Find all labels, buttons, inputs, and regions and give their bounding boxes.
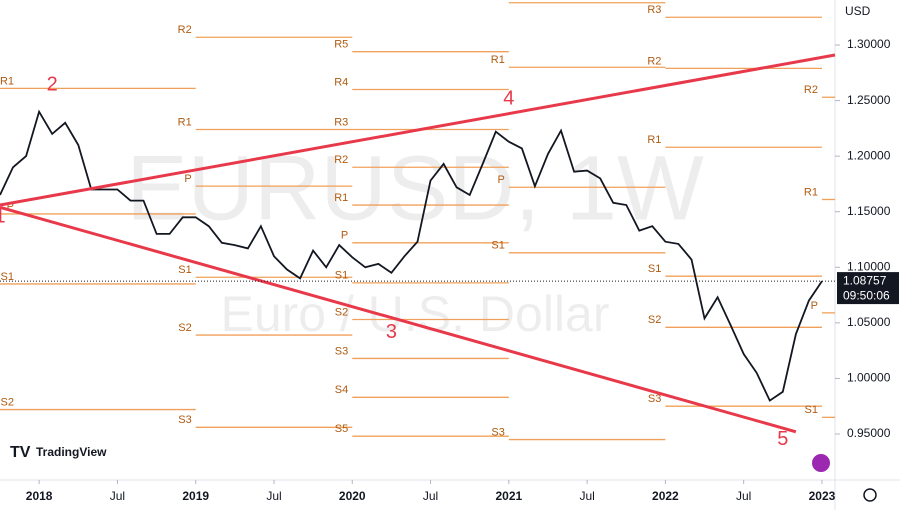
pivot-label: P [7, 201, 14, 213]
watermark-description: Euro / U.S. Dollar [220, 286, 609, 342]
settings-icon[interactable] [863, 488, 877, 502]
y-tick-label: 1.00000 [847, 371, 891, 385]
wave-label: 2 [47, 73, 58, 95]
brand-box [5, 437, 105, 469]
pivot-label: S2 [1, 396, 14, 408]
brand-name: TradingView [36, 445, 107, 459]
x-tick-label: 2022 [652, 489, 679, 503]
pivot-label: S1 [335, 270, 348, 282]
pivot-label: R2 [491, 0, 505, 2]
x-tick-label: 2020 [339, 489, 366, 503]
watermark-symbol: EURUSD, 1W [126, 137, 704, 239]
wave-label: 4 [503, 88, 514, 110]
pivot-label: S1 [1, 271, 14, 283]
y-tick-label: 1.25000 [847, 93, 891, 107]
y-tick-label: 1.05000 [847, 315, 891, 329]
pivot-label: P [184, 173, 191, 185]
y-tick-label: 1.30000 [847, 37, 891, 51]
pivot-label: R2 [804, 84, 818, 96]
y-tick-label: 0.95000 [847, 426, 891, 440]
x-tick-label: Jul [266, 489, 281, 503]
trend-line [0, 53, 836, 207]
pivot-label: S3 [335, 345, 348, 357]
pivot-label: S3 [648, 393, 661, 405]
pivot-label: P [811, 300, 818, 312]
x-tick-label: 2018 [26, 489, 53, 503]
x-tick-label: Jul [423, 489, 438, 503]
x-tick-label: 2021 [495, 489, 522, 503]
pivot-label: S3 [178, 414, 191, 426]
pivot-label: S2 [335, 306, 348, 318]
brand-logo: TV [10, 444, 31, 461]
y-tick-label: 1.15000 [847, 204, 891, 218]
pivot-label: R2 [178, 24, 192, 36]
last-price-label: 1.08757 [843, 273, 887, 287]
pivot-label: R4 [334, 76, 348, 88]
trend-line [0, 205, 797, 434]
y-tick-label: 1.20000 [847, 148, 891, 162]
currency-label[interactable]: USD [845, 4, 871, 18]
pivot-label: P [341, 230, 348, 242]
pivot-label: R1 [178, 116, 192, 128]
wave-label: 3 [386, 321, 397, 343]
pivot-label: P [497, 174, 504, 186]
pivot-label: S1 [178, 264, 191, 276]
x-tick-label: Jul [736, 489, 751, 503]
pivot-label: R1 [491, 54, 505, 66]
replay-icon[interactable] [812, 454, 830, 472]
pivot-label: S5 [335, 423, 348, 435]
wave-label: 1 [0, 206, 6, 228]
pivot-label: R1 [804, 186, 818, 198]
countdown: 09:50:06 [843, 288, 890, 302]
wave-label: 5 [777, 428, 788, 450]
pivot-label: S1 [804, 404, 817, 416]
pivot-label: R2 [334, 154, 348, 166]
watermark: EURUSD, 1W Euro / U.S. Dollar [126, 137, 704, 342]
last-price-tag [837, 272, 899, 305]
pivot-label: R5 [334, 39, 348, 51]
pivot-label: R3 [334, 116, 348, 128]
pivot-label: R1 [334, 192, 348, 204]
pivot-label: S4 [335, 384, 348, 396]
brand-badge: TV TradingView [5, 437, 107, 469]
pivot-label: S2 [178, 322, 191, 334]
pivot-label: R1 [0, 75, 14, 87]
x-tick-label: Jul [110, 489, 125, 503]
price-line [0, 109, 823, 402]
x-tick-label: Jul [579, 489, 594, 503]
x-tick-label: 2019 [182, 489, 209, 503]
pivot-label: S1 [648, 263, 661, 275]
pivot-label: R1 [647, 134, 661, 146]
pivot-label: R2 [647, 55, 661, 67]
pivot-label: S2 [648, 314, 661, 326]
pivot-label: S3 [491, 426, 504, 438]
y-tick-label: 1.10000 [847, 259, 891, 273]
pivot-label: S1 [491, 240, 504, 252]
pivot-label: R3 [647, 4, 661, 16]
x-tick-label: 2023 [809, 489, 836, 503]
